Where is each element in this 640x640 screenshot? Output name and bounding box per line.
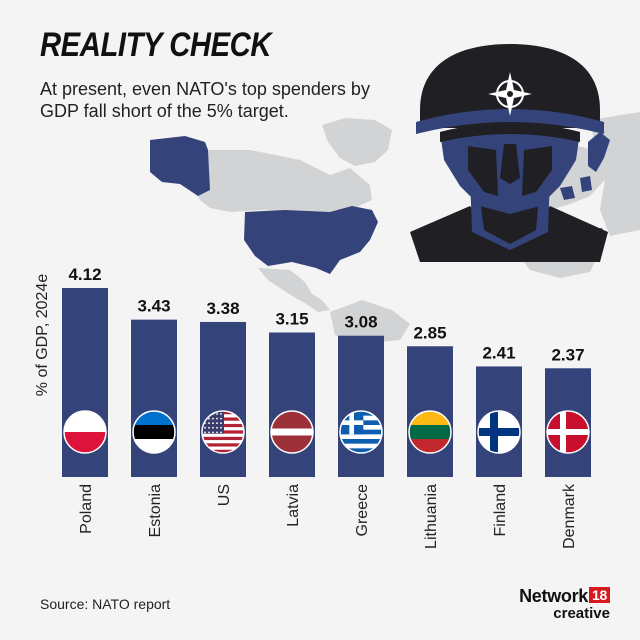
brand-number: 18 [589,587,610,603]
latvia-flag-icon [270,410,314,454]
value-label: 2.37 [551,345,584,364]
category-label: Lithuania [423,484,440,549]
category-label: US [216,484,233,506]
category-label: Latvia [285,484,302,527]
lithuania-flag-icon [408,410,452,454]
value-label: 3.43 [137,297,170,316]
estonia-flag-icon [132,410,176,454]
value-label: 3.08 [344,313,377,332]
bar-greece [338,335,384,477]
bar-latvia [269,332,315,477]
value-label: 3.38 [206,299,239,318]
subtitle: At present, even NATO's top spenders by … [40,79,370,121]
brand-name: Network [519,586,589,606]
category-label: Estonia [147,484,164,537]
headline: REALITY CHECK [40,26,272,64]
value-label: 2.41 [482,343,515,362]
brand-sub: creative [553,605,610,622]
category-label: Finland [492,484,509,536]
value-label: 4.12 [68,265,101,284]
category-label: Denmark [561,483,578,549]
source-note: Source: NATO report [40,596,171,612]
value-label: 3.15 [275,309,308,328]
nato-compass-icon [488,72,532,116]
category-label: Greece [354,484,371,537]
category-label: Poland [78,484,95,534]
brand-logo: Network 18 creative [519,587,610,621]
greece-flag-icon [339,410,383,454]
finland-flag-icon [477,410,521,454]
poland-flag-icon [63,410,107,454]
value-label: 2.85 [413,323,446,342]
denmark-flag-icon [546,410,590,454]
us-flag-icon [201,410,245,454]
